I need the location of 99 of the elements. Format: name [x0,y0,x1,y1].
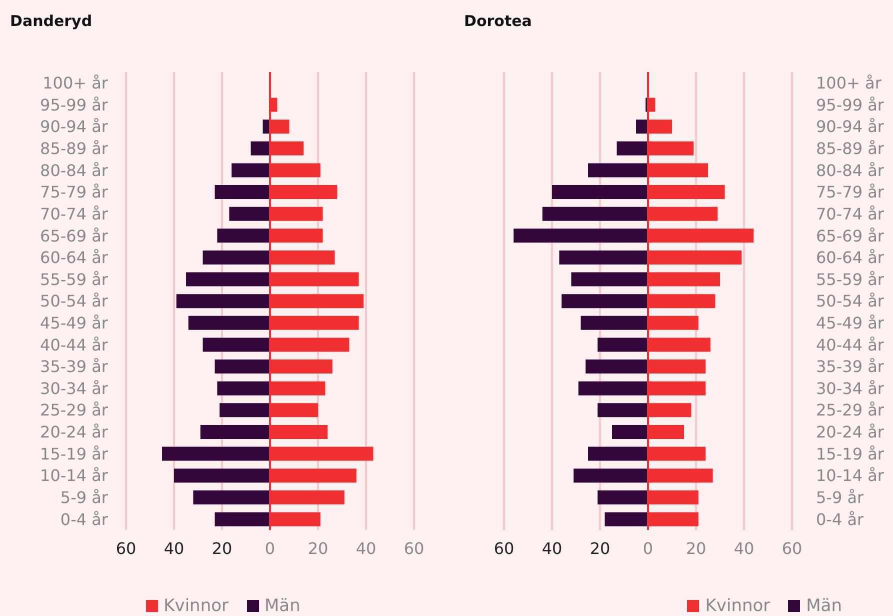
y-tick-label: 0-4 år [816,510,864,529]
bar [571,272,648,286]
y-tick-label: 70-74 år [40,204,108,224]
y-tick-label: 40-44 år [40,335,108,354]
y-tick-label: 10-14 år [816,466,884,486]
bar [588,446,648,461]
y-tick-label: 90-94 år [816,117,884,136]
y-tick-label: 40-44 år [816,335,884,354]
y-tick-label: 60-64 år [40,248,108,268]
bar [214,360,270,374]
x-tick-label: 60 [494,539,514,558]
y-tick-label: 75-79 år [816,182,884,202]
x-tick-label: 20 [212,539,232,558]
y-tick-label: 55-59 år [816,270,884,289]
bar [214,185,270,200]
bar [586,360,648,374]
x-tick-label: 40 [164,539,184,558]
legend-label: Kvinnor [704,596,770,616]
bar [574,468,648,483]
x-tick-label: 40 [542,539,562,558]
bar [542,206,648,221]
bar [514,228,648,243]
bar [636,120,648,134]
y-tick-label: 70-74 år [816,204,884,224]
y-tick-label: 95-99 år [816,95,884,114]
y-tick-label: 65-69 år [816,226,884,246]
bar [202,250,270,264]
legend-label: Män [264,596,300,616]
bar [200,424,270,439]
bar [217,381,270,396]
y-tick-label: 30-34 år [816,378,884,398]
bar [580,316,648,330]
x-tick-label: 20 [590,539,610,558]
bar [186,272,270,286]
y-tick-label: 85-89 år [816,139,884,158]
y-tick-label: 45-49 år [40,313,108,332]
y-tick-label: 5-9 år [816,488,864,507]
legend-label: Män [805,596,842,616]
bar [232,163,270,178]
x-tick-label: 20 [686,539,706,558]
bar [214,512,270,526]
bar [188,316,270,330]
chart-title: Danderyd [10,12,92,30]
bar [559,250,648,264]
y-tick-label: 100+ år [816,74,882,93]
bar [598,490,648,504]
bar [174,468,270,483]
bar [604,512,648,526]
bar [193,490,270,504]
y-tick-label: 0-4 år [60,510,108,529]
bar [229,206,270,221]
y-tick-label: 65-69 år [40,226,108,246]
chart-title: Dorotea [464,12,532,30]
bar [578,381,648,396]
y-tick-label: 50-54 år [816,292,884,311]
x-tick-label: 0 [642,539,654,558]
bar [552,185,648,200]
y-tick-label: 20-24 år [40,422,108,442]
y-tick-label: 50-54 år [40,292,108,311]
x-tick-label: 40 [356,539,376,558]
y-tick-label: 85-89 år [40,139,108,158]
y-tick-label: 35-39 år [40,357,108,376]
y-tick-label: 5-9 år [60,488,108,507]
y-tick-label: 25-29 år [40,400,108,420]
y-tick-label: 25-29 år [816,400,884,420]
y-tick-label: 80-84 år [816,160,884,180]
legend-label: Kvinnor [162,596,228,616]
x-tick-label: 60 [404,539,424,558]
y-tick-label: 15-19 år [40,444,108,464]
x-tick-label: 60 [116,539,136,558]
bar [250,141,270,156]
bar [598,403,648,418]
y-tick-label: 55-59 år [40,270,108,289]
bar [598,338,648,352]
y-tick-label: 15-19 år [816,444,884,464]
y-tick-label: 20-24 år [816,422,884,442]
y-tick-label: 30-34 år [40,378,108,398]
y-tick-label: 75-79 år [40,182,108,202]
x-tick-label: 20 [308,539,328,558]
x-tick-label: 40 [734,539,754,558]
bar [162,446,270,461]
bar [202,338,270,352]
bar [612,424,648,439]
x-tick-label: 0 [264,539,276,558]
bar [176,294,270,308]
y-tick-label: 80-84 år [40,160,108,180]
y-tick-label: 95-99 år [40,95,108,114]
bar [220,403,270,418]
bar [562,294,648,308]
y-tick-label: 10-14 år [40,466,108,486]
y-tick-label: 60-64 år [816,248,884,268]
y-tick-label: 100+ år [42,74,108,93]
x-tick-label: 60 [782,539,802,558]
y-tick-label: 45-49 år [816,313,884,332]
y-tick-label: 90-94 år [40,117,108,136]
bar [588,163,648,178]
bar [217,228,270,243]
bar [616,141,648,156]
y-tick-label: 35-39 år [816,357,884,376]
